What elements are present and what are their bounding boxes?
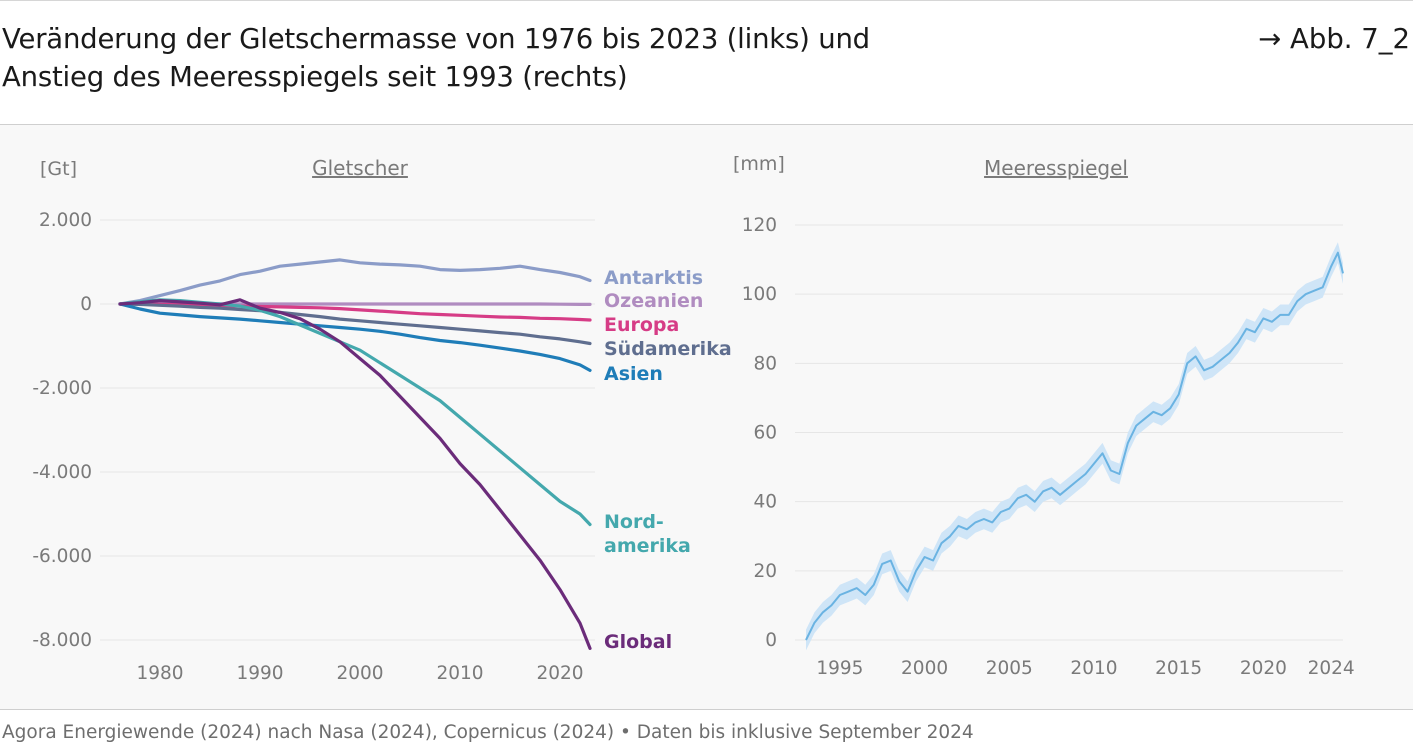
sea-level-x-ticks: 1995 2000 2005 2010 2015 2020 2024 [816,658,1354,679]
glacier-y-tick-label: -6.000 [32,546,92,567]
figure-reference: → Abb. 7_2 [1258,23,1410,55]
sea-level-chart: [mm] Meeresspiegel 0 20 40 60 80 100 120 1995 2… [733,153,1355,679]
sea-level-y-tick-label: 20 [753,561,777,582]
glacier-x-tick-label: 2010 [436,663,483,684]
sea-level-y-tick-label: 80 [753,353,777,374]
title-line-1: Veränderung der Gletschermasse von 1976 … [2,23,870,55]
sea-level-line [805,251,1344,641]
glacier-line-europa [118,302,592,322]
sea-level-x-tick-label: 2020 [1240,658,1287,679]
series-label-europa: Europa [604,314,679,336]
glacier-y-tick-label: 0 [80,294,92,315]
sea-level-x-tick-label: 2010 [1070,658,1117,679]
glacier-series-lines [118,258,592,650]
sea-level-y-ticks: 0 20 40 60 80 100 120 [742,215,777,651]
series-label-nordamerika: amerika [604,535,691,557]
source-note: Agora Energiewende (2024) nach Nasa (202… [2,722,974,743]
sea-level-x-tick-label: 2015 [1155,658,1202,679]
sea-level-y-tick-label: 120 [742,215,777,236]
glacier-line-suedamerika [118,302,592,346]
chart-panel-background [0,125,1413,709]
glacier-gridlines [100,219,595,641]
glacier-chart-title: Gletscher [312,156,409,180]
glacier-chart: [Gt] Gletscher 2.000 0 -2.000 -4.000 -6.000 -… [32,156,731,684]
title-line-2: Anstieg des Meeresspiegels seit 1993 (re… [2,61,628,93]
glacier-line-asien [118,302,592,372]
sea-level-uncertainty-band [806,242,1343,651]
series-label-antarktis: Antarktis [604,267,703,289]
sea-level-y-tick-label: 40 [753,492,777,513]
series-label-global: Global [604,631,672,653]
glacier-y-tick-label: -2.000 [32,378,92,399]
sea-level-chart-title: Meeresspiegel [984,156,1128,180]
sea-level-x-tick-label: 2024 [1308,658,1355,679]
glacier-x-tick-label: 1990 [236,663,283,684]
sea-level-x-tick-label: 1995 [816,658,863,679]
series-label-nordamerika: Nord- [604,511,664,533]
series-label-asien: Asien [604,363,663,385]
sea-level-y-tick-label: 100 [742,284,777,305]
glacier-x-ticks: 1980 1990 2000 2010 2020 [136,663,583,684]
footer-divider [0,709,1413,710]
sea-level-y-tick-label: 60 [753,423,777,444]
glacier-line-global [118,298,592,650]
page-title: Veränderung der Gletschermasse von 1976 … [2,20,1102,96]
glacier-line-antarktis [118,258,592,306]
glacier-y-tick-label: 2.000 [39,210,92,231]
glacier-y-tick-label: -4.000 [32,462,92,483]
series-label-ozeanien: Ozeanien [604,290,703,312]
glacier-x-tick-label: 2020 [536,663,583,684]
glacier-x-tick-label: 2000 [336,663,383,684]
glacier-x-tick-label: 1980 [136,663,183,684]
sea-level-x-tick-label: 2005 [986,658,1033,679]
glacier-y-tick-label: -8.000 [32,630,92,651]
glacier-y-unit: [Gt] [40,158,77,180]
top-rule [0,0,1413,1]
sea-level-y-unit: [mm] [733,153,785,175]
sea-level-x-tick-label: 2000 [901,658,948,679]
series-label-suedamerika: Südamerika [604,338,732,360]
sea-level-line-group [805,251,1344,641]
sea-level-uncertainty-band-group [806,242,1343,651]
glacier-y-ticks: 2.000 0 -2.000 -4.000 -6.000 -8.000 [32,210,92,651]
header-divider [0,124,1413,125]
sea-level-y-tick-label: 0 [765,630,777,651]
